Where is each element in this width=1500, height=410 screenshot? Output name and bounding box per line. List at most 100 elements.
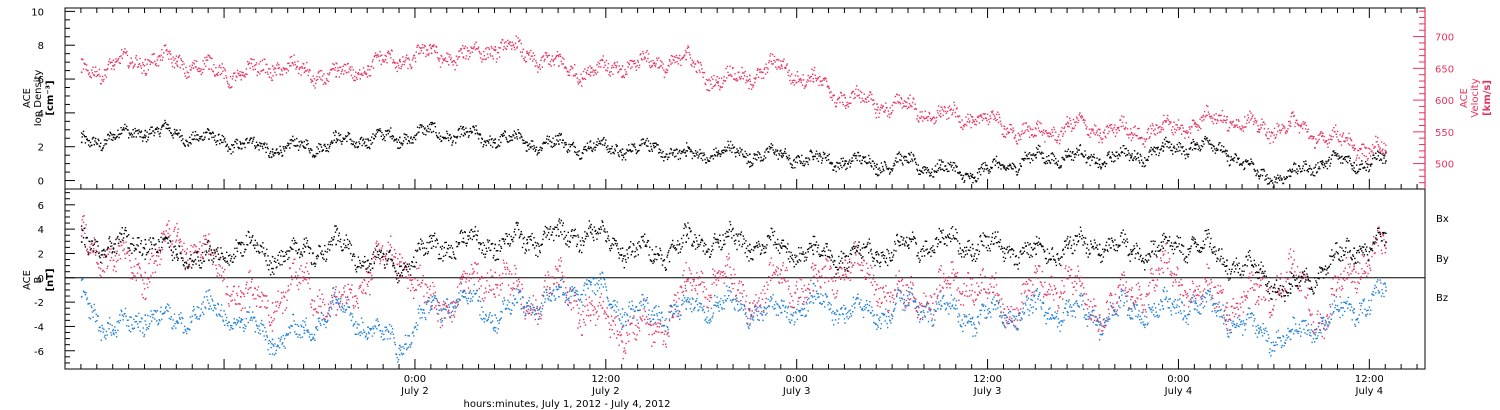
velocity-point	[1318, 138, 1320, 141]
bz-point	[111, 245, 113, 247]
bz-point	[87, 254, 90, 256]
density-point	[674, 149, 676, 151]
velocity-point	[567, 70, 569, 72]
density-data-point	[1353, 161, 1355, 164]
density-point	[998, 161, 1000, 163]
density-point	[1305, 160, 1307, 162]
velocity-point	[726, 65, 729, 68]
velocity-point	[158, 55, 160, 57]
velocity-point	[1185, 132, 1187, 134]
velocity-point	[1300, 126, 1302, 128]
density-data-point	[430, 131, 433, 134]
velocity-point	[1326, 139, 1328, 142]
velocity-point	[1120, 125, 1122, 128]
velocity-point	[1025, 122, 1028, 124]
bz-point	[229, 295, 232, 297]
velocity-point	[470, 46, 472, 48]
velocity-point	[278, 67, 281, 69]
velocity-point	[917, 120, 919, 122]
density-point	[517, 129, 519, 131]
bz-point	[103, 271, 106, 273]
velocity-point	[394, 67, 396, 69]
density-point	[462, 126, 465, 128]
density-point	[935, 170, 937, 172]
velocity-point	[937, 112, 939, 114]
bz-point	[288, 289, 290, 291]
density-data-point	[939, 168, 942, 171]
density-point	[1048, 155, 1050, 157]
velocity-point	[779, 68, 781, 70]
velocity-point	[634, 62, 636, 64]
velocity-point	[96, 70, 98, 73]
velocity-data-point	[176, 60, 178, 63]
velocity-point	[384, 54, 386, 57]
density-point	[768, 151, 770, 153]
density-point	[810, 149, 812, 151]
density-point	[700, 152, 702, 155]
density-point	[1326, 167, 1329, 170]
velocity-point	[1258, 131, 1260, 133]
velocity-point	[761, 77, 763, 79]
density-point	[836, 162, 839, 164]
velocity-point	[753, 77, 755, 79]
velocity-point	[862, 100, 865, 102]
density-point	[1237, 157, 1239, 160]
velocity-point	[828, 87, 830, 90]
density-point	[1350, 163, 1352, 165]
velocity-point	[985, 117, 987, 119]
velocity-point	[729, 65, 731, 67]
density-point	[392, 136, 395, 138]
density-data-point	[1035, 156, 1037, 159]
bz-point	[262, 293, 264, 295]
velocity-point	[532, 52, 534, 54]
velocity-point	[847, 103, 849, 106]
density-point	[583, 146, 585, 148]
density-point	[1183, 150, 1185, 152]
density-point	[318, 143, 320, 145]
density-point	[1022, 158, 1024, 160]
density-point	[691, 157, 694, 160]
velocity-point	[830, 91, 832, 93]
density-point	[1019, 162, 1021, 165]
velocity-point	[1116, 127, 1119, 129]
velocity-point	[1050, 135, 1052, 137]
velocity-point	[205, 59, 207, 61]
density-point	[1200, 148, 1202, 151]
density-point	[728, 147, 730, 149]
velocity-point	[396, 70, 398, 73]
velocity-point	[235, 75, 237, 77]
velocity-point	[658, 67, 660, 69]
density-point	[587, 147, 589, 150]
velocity-point	[768, 61, 770, 64]
velocity-point	[715, 79, 717, 81]
velocity-point	[85, 68, 87, 71]
density-point	[1016, 173, 1019, 176]
velocity-point	[1086, 126, 1088, 128]
velocity-point	[393, 62, 396, 64]
density-point	[168, 129, 171, 132]
velocity-point	[722, 82, 724, 85]
density-point	[264, 142, 266, 144]
density-point	[203, 138, 206, 140]
velocity-point	[792, 82, 794, 84]
velocity-point	[91, 69, 93, 71]
density-point	[1002, 164, 1004, 166]
velocity-point	[1051, 131, 1054, 133]
density-point	[750, 165, 752, 167]
density-point	[1032, 153, 1035, 155]
density-point	[801, 154, 803, 157]
velocity-point	[281, 70, 283, 72]
density-data-point	[1385, 160, 1387, 162]
velocity-point	[1163, 114, 1165, 117]
velocity-point	[479, 52, 481, 54]
velocity-point	[231, 86, 233, 88]
bz-point	[121, 244, 123, 247]
density-point	[624, 159, 627, 161]
velocity-point	[196, 68, 199, 70]
top-ytick-label: 2	[38, 143, 44, 154]
density-point	[1276, 182, 1278, 184]
density-point	[1281, 178, 1283, 180]
density-point	[479, 133, 481, 135]
velocity-point	[617, 70, 620, 73]
bz-point	[331, 296, 333, 299]
